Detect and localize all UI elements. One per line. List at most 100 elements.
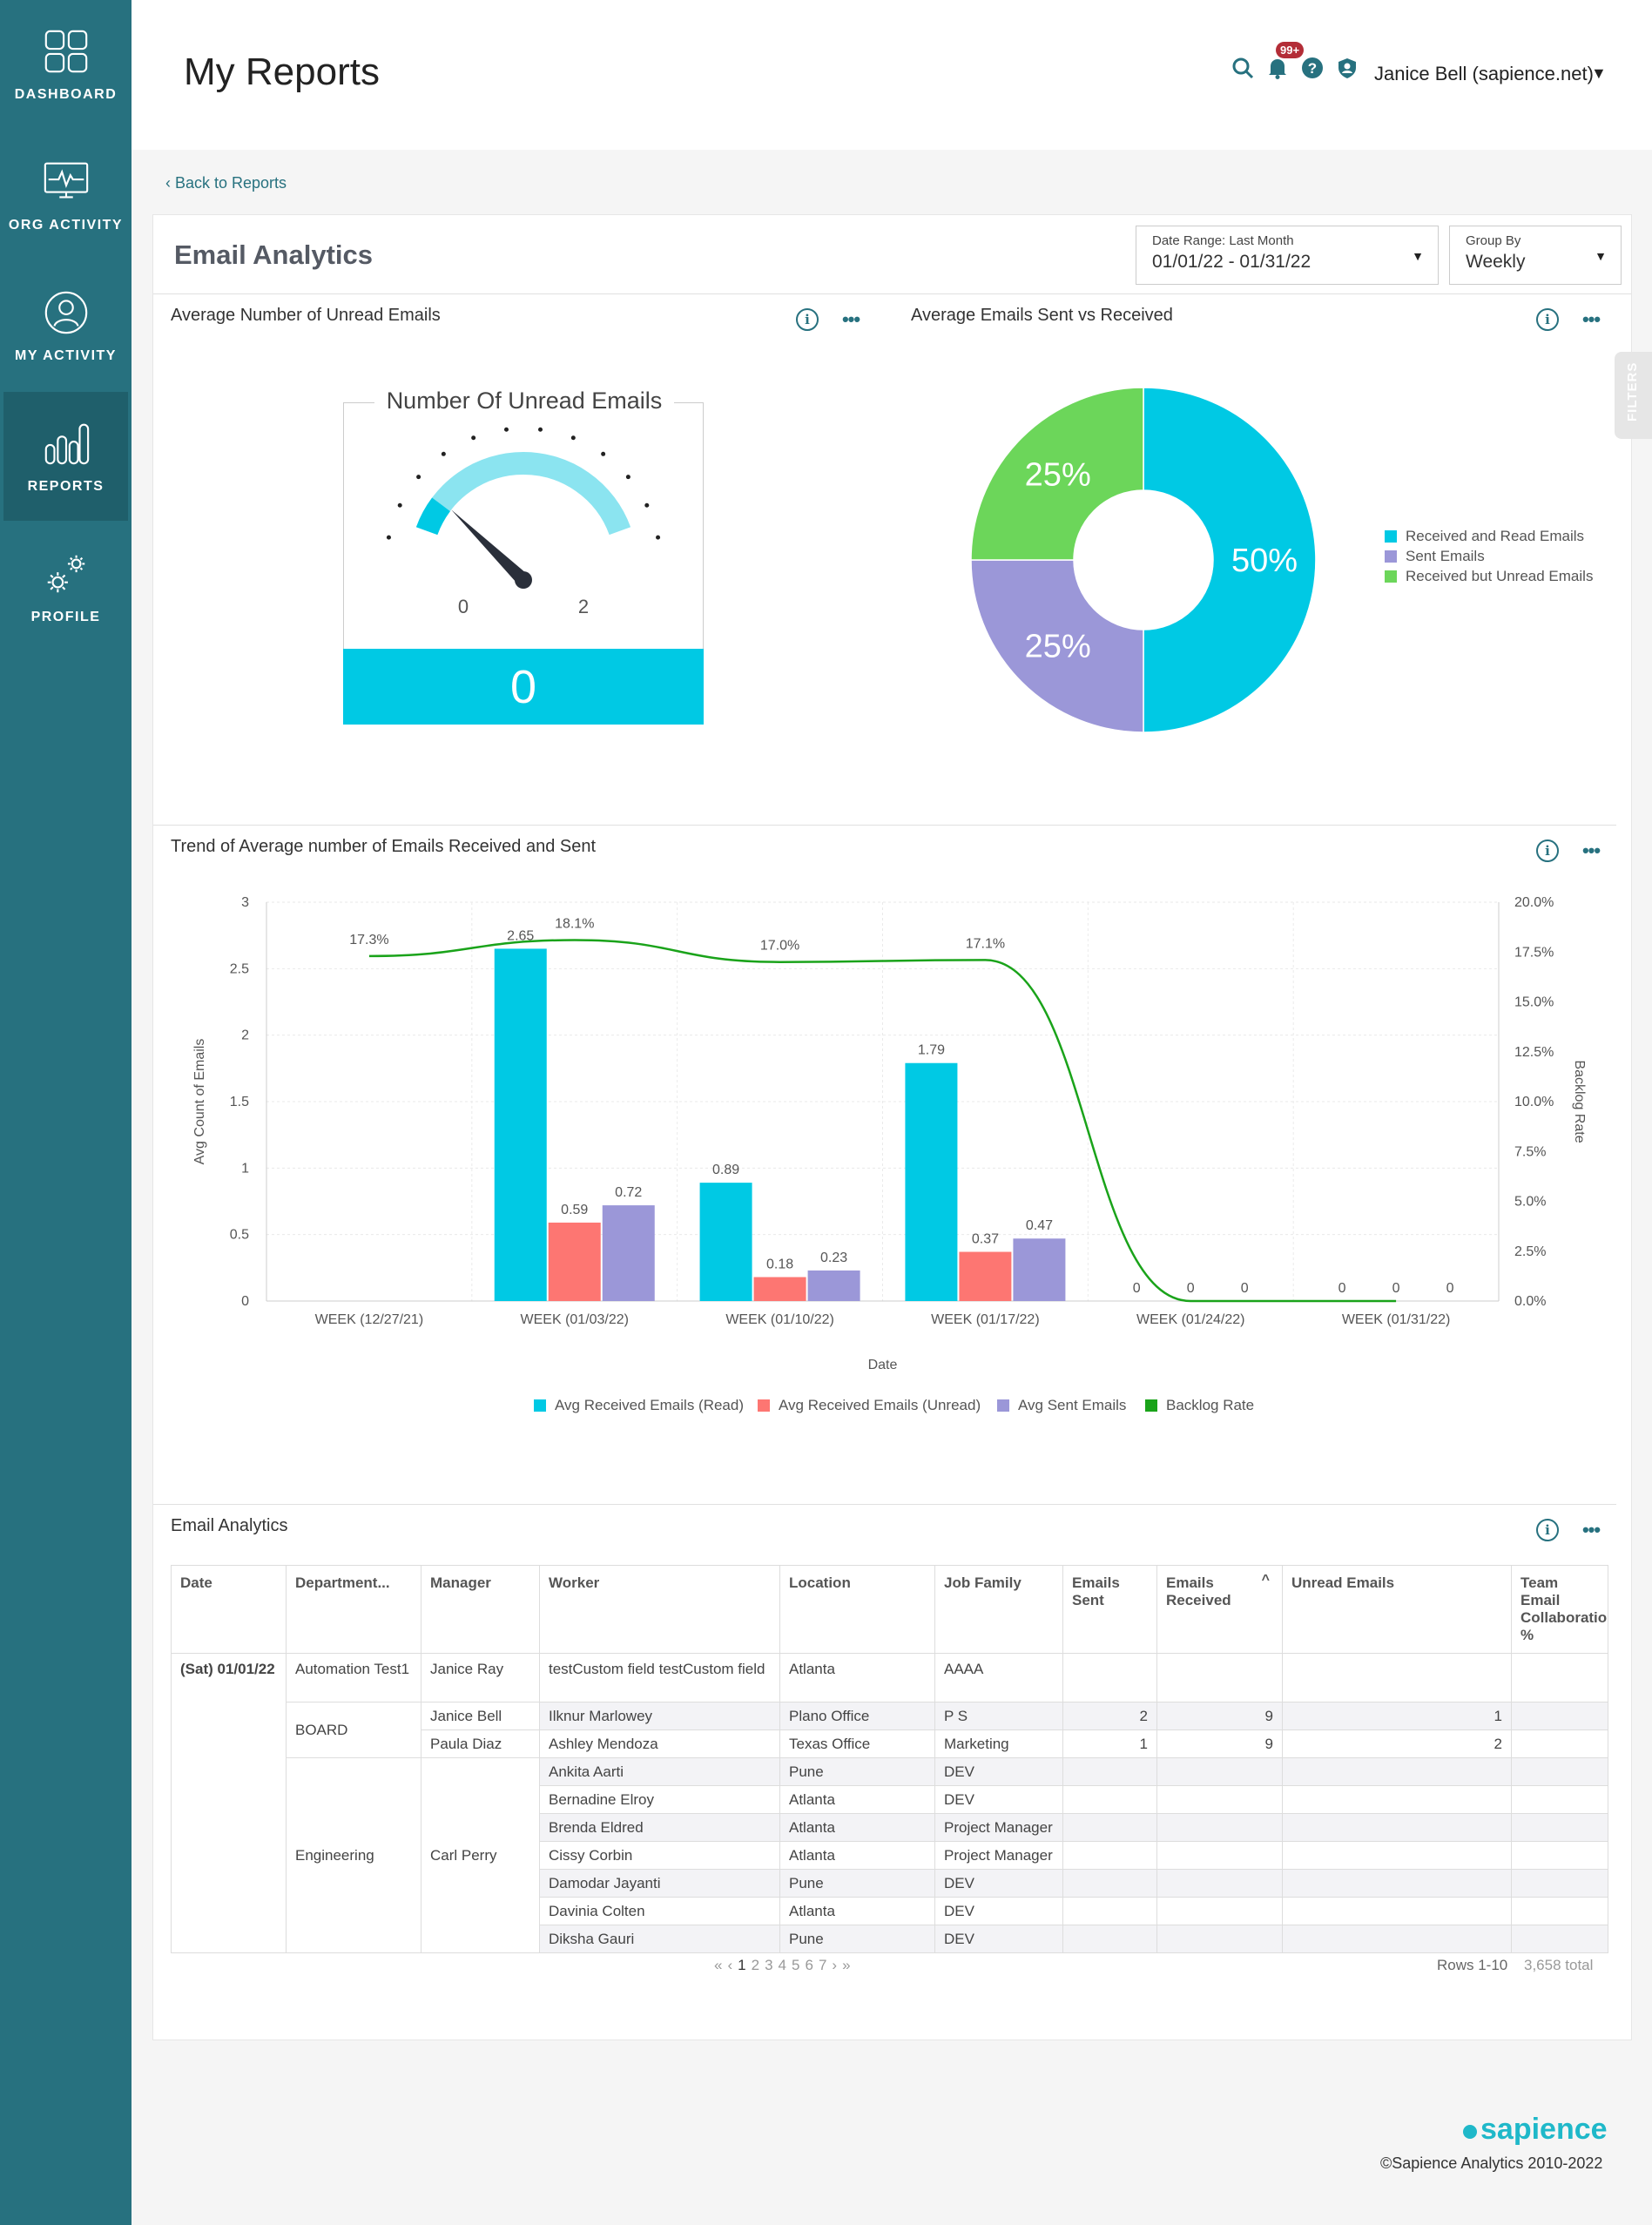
- table-row[interactable]: Diksha Gauri Pune DEV: [172, 1925, 1608, 1953]
- table-row[interactable]: BOARD Janice Bell Ilknur Marlowey Plano Off…: [172, 1702, 1608, 1758]
- y-tick-label: 0: [241, 1294, 249, 1309]
- nav-reports[interactable]: REPORTS: [3, 392, 128, 521]
- last-page-icon[interactable]: »: [842, 1957, 851, 1973]
- page-2[interactable]: 2: [751, 1957, 760, 1973]
- legend-label: Backlog Rate: [1166, 1397, 1255, 1413]
- trend-legend-item[interactable]: Avg Received Emails (Read): [534, 1397, 744, 1414]
- trend-legend-item[interactable]: Avg Received Emails (Unread): [758, 1397, 981, 1414]
- more-options-icon[interactable]: •••: [1581, 1519, 1601, 1541]
- trend-chart: 0 0.5 1 1.5 2 2.5 3 0.0% 2.5% 5.0% 7.5% 10.0% 12.5% 1…: [192, 895, 1587, 1372]
- column-header-job-family[interactable]: Job Family: [934, 1565, 1063, 1654]
- worker-cell: Cissy Corbin: [539, 1841, 780, 1870]
- bar: [753, 1277, 806, 1301]
- first-page-icon[interactable]: «: [714, 1957, 723, 1973]
- gauge-tick: [538, 427, 543, 432]
- table-row[interactable]: Bernadine Elroy Atlanta DEV: [172, 1785, 1608, 1814]
- donut-legend-item[interactable]: Received but Unread Emails: [1385, 568, 1593, 585]
- bell-icon[interactable]: 99+: [1265, 42, 1305, 80]
- org-activity-icon: [44, 162, 88, 199]
- column-header-emails-sent[interactable]: Emails Sent: [1062, 1565, 1157, 1654]
- panel-title-table: Email Analytics: [171, 1516, 288, 1535]
- column-header-worker[interactable]: Worker: [539, 1565, 780, 1654]
- info-icon[interactable]: i: [1536, 308, 1559, 331]
- page-1[interactable]: 1: [738, 1957, 746, 1973]
- shield-user-icon[interactable]: [1335, 56, 1359, 80]
- location-cell: Atlanta: [779, 1897, 935, 1925]
- prev-page-icon[interactable]: ‹: [727, 1957, 733, 1973]
- team-collab-cell: [1511, 1702, 1608, 1730]
- unread-emails-cell: 1: [1282, 1702, 1512, 1730]
- table-row[interactable]: (Sat) 01/01/22 Automation Test1 Janice Ray…: [171, 1653, 1608, 1953]
- table-row[interactable]: Davinia Colten Atlanta DEV: [172, 1897, 1608, 1925]
- bar-value-label: 0: [1446, 1281, 1454, 1296]
- filters-tab[interactable]: FILTERS: [1615, 352, 1652, 439]
- legend-label: Received but Unread Emails: [1406, 568, 1594, 584]
- divider: [153, 1504, 1616, 1505]
- page-6[interactable]: 6: [805, 1957, 813, 1973]
- page-4[interactable]: 4: [778, 1957, 787, 1973]
- bar-value-label: 0: [1241, 1281, 1249, 1296]
- table-row[interactable]: Damodar Jayanti Pune DEV: [172, 1869, 1608, 1898]
- back-link-label: Back to Reports: [175, 174, 287, 192]
- y2-tick-label: 7.5%: [1514, 1144, 1546, 1159]
- donut-legend-item[interactable]: Received and Read Emails: [1385, 528, 1584, 545]
- info-icon[interactable]: i: [1536, 1519, 1559, 1541]
- gauge-dial: 0 2: [386, 427, 661, 617]
- nav-my-activity[interactable]: MY ACTIVITY: [3, 261, 128, 390]
- location-cell: Atlanta: [779, 1841, 935, 1870]
- next-page-icon[interactable]: ›: [832, 1957, 838, 1973]
- bar-value-label: 0: [1187, 1281, 1195, 1296]
- caret-down-icon[interactable]: ▼: [1591, 64, 1607, 82]
- more-options-icon[interactable]: •••: [841, 308, 860, 330]
- column-header-date[interactable]: Date: [171, 1565, 287, 1654]
- emails-received-cell: [1156, 1813, 1283, 1842]
- back-to-reports-link[interactable]: ‹ Back to Reports: [165, 174, 287, 192]
- group-by-select[interactable]: Group By Weekly ▼: [1449, 226, 1622, 285]
- trend-legend-item[interactable]: Avg Sent Emails: [997, 1397, 1126, 1414]
- search-icon[interactable]: [1231, 56, 1255, 80]
- more-options-icon[interactable]: •••: [1581, 308, 1601, 330]
- info-icon[interactable]: i: [1536, 839, 1559, 862]
- emails-received-cell: 9: [1156, 1729, 1283, 1758]
- job-family-cell: Project Manager: [934, 1841, 1063, 1870]
- emails-sent-cell: 2: [1062, 1702, 1157, 1730]
- gauge-tick: [601, 451, 606, 456]
- nav-dashboard[interactable]: DASHBOARD: [3, 0, 128, 129]
- user-menu[interactable]: Janice Bell (sapience.net): [1374, 63, 1594, 84]
- page-5[interactable]: 5: [792, 1957, 800, 1973]
- date-range-select[interactable]: Date Range: Last Month 01/01/22 - 01/31/…: [1136, 226, 1439, 285]
- column-header-location[interactable]: Location: [779, 1565, 935, 1654]
- donut-legend-item[interactable]: Sent Emails: [1385, 548, 1485, 565]
- table-row[interactable]: Cissy Corbin Atlanta Project Manager: [172, 1841, 1608, 1870]
- table-row[interactable]: Engineering Carl Perry Ankita Aarti Pune DEV: [172, 1757, 1608, 1953]
- nav-profile[interactable]: PROFILE: [3, 523, 128, 651]
- unread-emails-cell: [1282, 1897, 1512, 1925]
- table-row[interactable]: Brenda Eldred Atlanta Project Manager: [172, 1813, 1608, 1842]
- copyright: ©Sapience Analytics 2010-2022: [1380, 2154, 1603, 2172]
- more-options-icon[interactable]: •••: [1581, 839, 1601, 861]
- donut-slice: [1143, 387, 1317, 733]
- column-header-team-collab[interactable]: Team Email Collaboration %: [1511, 1565, 1608, 1654]
- panel-title-unread: Average Number of Unread Emails: [171, 306, 441, 325]
- column-header-manager[interactable]: Manager: [421, 1565, 540, 1654]
- page-7[interactable]: 7: [818, 1957, 827, 1973]
- legend-label: Avg Received Emails (Read): [555, 1397, 744, 1413]
- page-3[interactable]: 3: [765, 1957, 773, 1973]
- trend-legend-item[interactable]: Backlog Rate: [1145, 1397, 1254, 1414]
- column-header-emails-received[interactable]: Emails Received ^: [1156, 1565, 1283, 1654]
- location-cell: Texas Office: [779, 1729, 935, 1758]
- gauge-hub: [515, 571, 532, 589]
- x-tick-label: WEEK (01/03/22): [521, 1312, 630, 1327]
- worker-cell: Ashley Mendoza: [539, 1729, 780, 1758]
- gauge-track: [415, 452, 631, 536]
- bar-value-label: 0: [1338, 1281, 1346, 1296]
- team-collab-cell: [1511, 1785, 1608, 1814]
- sort-asc-icon[interactable]: ^: [1261, 1573, 1270, 1588]
- column-header-department[interactable]: Department...: [286, 1565, 421, 1654]
- help-icon[interactable]: ?: [1300, 56, 1325, 80]
- table-row[interactable]: Paula Diaz Ashley Mendoza Texas Office Mark…: [172, 1729, 1608, 1758]
- info-icon[interactable]: i: [796, 308, 819, 331]
- column-header-unread-emails[interactable]: Unread Emails: [1282, 1565, 1512, 1654]
- nav-org-activity[interactable]: ORG ACTIVITY: [3, 131, 128, 260]
- emails-received-cell: [1156, 1757, 1283, 1786]
